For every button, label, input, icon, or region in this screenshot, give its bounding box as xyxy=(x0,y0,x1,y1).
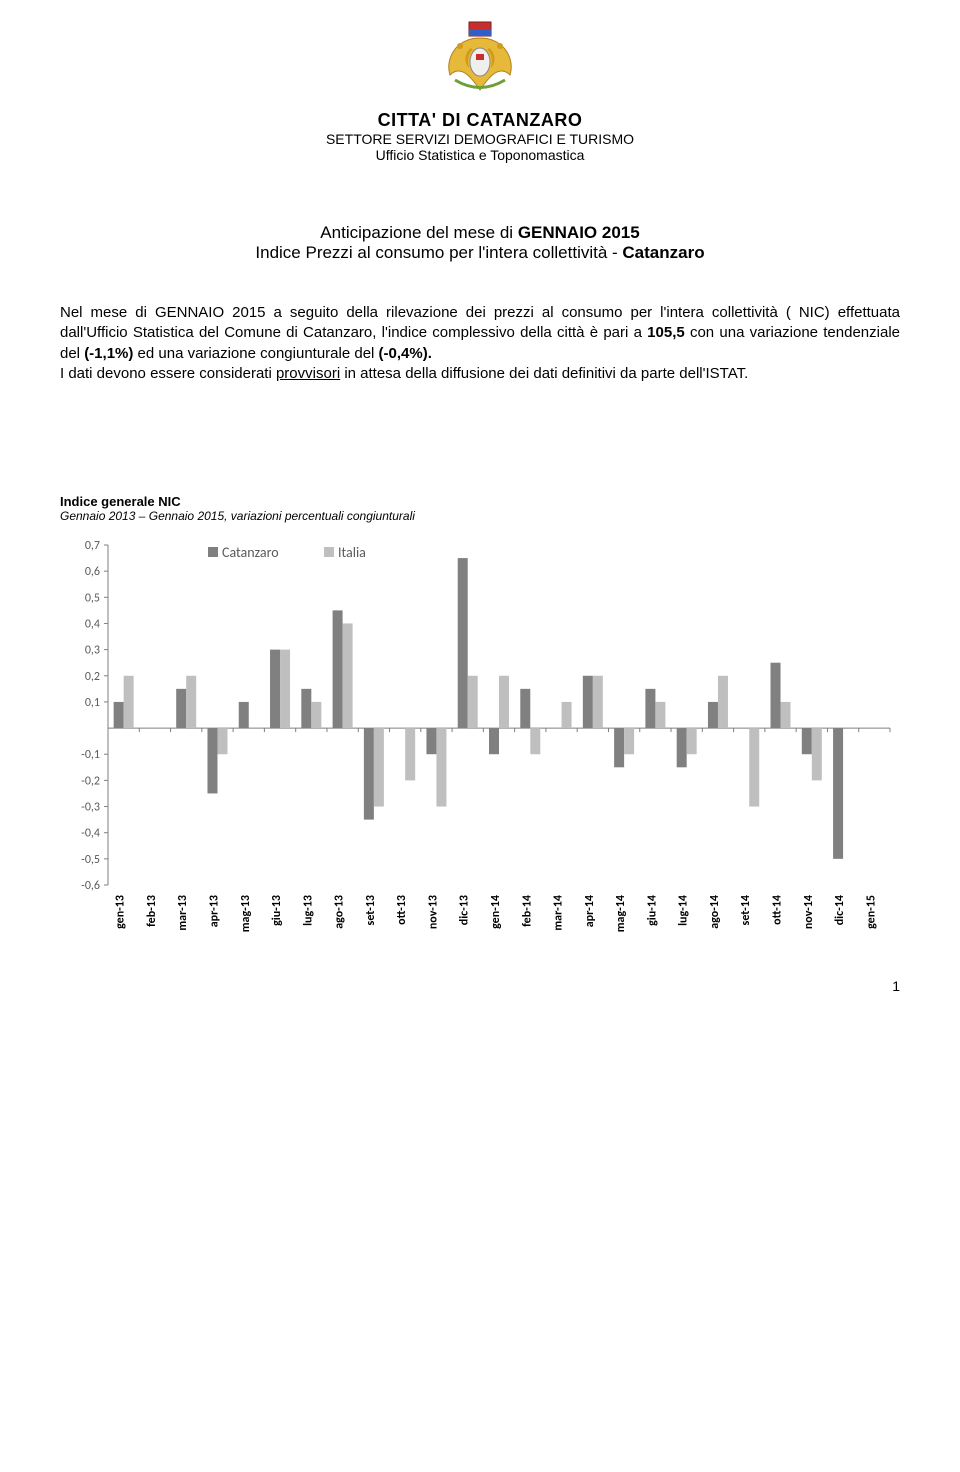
svg-text:-0,2: -0,2 xyxy=(81,774,100,788)
svg-text:giu-13: giu-13 xyxy=(270,895,284,926)
body-paragraph: Nel mese di GENNAIO 2015 a seguito della… xyxy=(60,303,900,384)
chart-title: Indice generale NIC xyxy=(60,494,900,509)
svg-text:gen-13: gen-13 xyxy=(114,895,128,929)
svg-text:-0,6: -0,6 xyxy=(81,879,100,893)
city-name: CITTA' DI CATANZARO xyxy=(60,110,900,131)
svg-text:feb-13: feb-13 xyxy=(145,895,159,927)
svg-text:giu-14: giu-14 xyxy=(645,895,659,926)
svg-text:Italia: Italia xyxy=(338,544,366,561)
svg-text:gen-14: gen-14 xyxy=(489,895,503,929)
svg-text:set-13: set-13 xyxy=(364,895,378,925)
svg-text:apr-14: apr-14 xyxy=(583,895,597,927)
svg-text:set-14: set-14 xyxy=(739,895,753,925)
page-number: 1 xyxy=(60,978,900,994)
svg-text:feb-14: feb-14 xyxy=(520,895,534,927)
anticipation-heading: Anticipazione del mese di GENNAIO 2015 I… xyxy=(60,223,900,263)
svg-text:0,4: 0,4 xyxy=(85,617,100,631)
chart-title-block: Indice generale NIC Gennaio 2013 – Genna… xyxy=(60,494,900,523)
svg-text:apr-13: apr-13 xyxy=(207,895,221,927)
department-name: SETTORE SERVIZI DEMOGRAFICI E TURISMO xyxy=(60,131,900,147)
document-header: CITTA' DI CATANZARO SETTORE SERVIZI DEMO… xyxy=(60,110,900,163)
svg-text:dic-13: dic-13 xyxy=(458,895,472,925)
anticipation-line1: Anticipazione del mese di GENNAIO 2015 xyxy=(60,223,900,243)
chart-subtitle: Gennaio 2013 – Gennaio 2015, variazioni … xyxy=(60,509,900,523)
svg-text:lug-13: lug-13 xyxy=(301,895,315,926)
anticipation-line2: Indice Prezzi al consumo per l'intera co… xyxy=(60,243,900,263)
svg-text:lug-14: lug-14 xyxy=(677,895,691,926)
svg-text:mar-14: mar-14 xyxy=(552,895,566,931)
office-name: Ufficio Statistica e Toponomastica xyxy=(60,147,900,163)
svg-text:dic-14: dic-14 xyxy=(833,895,847,925)
svg-text:-0,3: -0,3 xyxy=(81,801,100,815)
svg-text:0,2: 0,2 xyxy=(85,670,100,684)
svg-text:-0,4: -0,4 xyxy=(81,827,100,841)
svg-text:nov-13: nov-13 xyxy=(426,895,440,929)
svg-text:0,3: 0,3 xyxy=(85,644,100,658)
svg-text:mag-13: mag-13 xyxy=(239,895,253,932)
svg-text:nov-14: nov-14 xyxy=(802,895,816,929)
svg-text:gen-15: gen-15 xyxy=(864,895,878,929)
city-emblem xyxy=(425,20,535,100)
svg-text:mag-14: mag-14 xyxy=(614,895,628,932)
svg-text:ott-14: ott-14 xyxy=(771,895,785,925)
svg-text:0,7: 0,7 xyxy=(85,539,100,553)
svg-text:ago-13: ago-13 xyxy=(333,895,347,929)
svg-text:0,5: 0,5 xyxy=(85,591,100,605)
svg-text:Catanzaro: Catanzaro xyxy=(222,544,279,561)
svg-text:mar-13: mar-13 xyxy=(176,895,190,931)
svg-text:0,1: 0,1 xyxy=(85,696,100,710)
svg-text:ott-13: ott-13 xyxy=(395,895,409,925)
chart-svg: 0,7 0,6 0,5 0,4 0,3 0,2 0,1 -0,1 -0,2 -0,3 -0,4 -0,… xyxy=(60,535,900,955)
svg-text:0,6: 0,6 xyxy=(85,565,100,579)
nic-bar-chart: 0,7 0,6 0,5 0,4 0,3 0,2 0,1 -0,1 -0,2 -0,3 -0,4 -0,… xyxy=(60,535,900,960)
svg-text:-0,1: -0,1 xyxy=(81,748,100,762)
svg-text:-0,5: -0,5 xyxy=(81,853,100,867)
svg-text:ago-14: ago-14 xyxy=(708,895,722,929)
